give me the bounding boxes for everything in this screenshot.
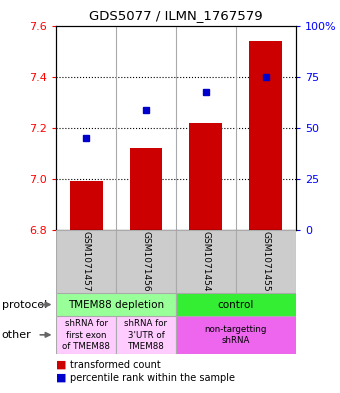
Bar xyxy=(116,316,176,354)
Bar xyxy=(56,293,176,316)
Text: protocol: protocol xyxy=(2,299,47,310)
Bar xyxy=(56,230,116,293)
Text: shRNA for
3'UTR of
TMEM88: shRNA for 3'UTR of TMEM88 xyxy=(124,320,168,351)
Title: GDS5077 / ILMN_1767579: GDS5077 / ILMN_1767579 xyxy=(89,9,263,22)
Text: other: other xyxy=(2,330,31,340)
Bar xyxy=(116,230,176,293)
Text: GSM1071454: GSM1071454 xyxy=(201,231,210,292)
Bar xyxy=(130,148,163,230)
Text: transformed count: transformed count xyxy=(70,360,160,370)
Bar xyxy=(56,316,116,354)
Bar xyxy=(70,181,103,230)
Bar xyxy=(189,123,222,230)
Bar xyxy=(236,230,296,293)
Bar xyxy=(176,230,236,293)
Bar xyxy=(176,293,296,316)
Text: non-targetting
shRNA: non-targetting shRNA xyxy=(205,325,267,345)
Bar xyxy=(249,41,282,230)
Text: ■: ■ xyxy=(56,373,67,383)
Text: shRNA for
first exon
of TMEM88: shRNA for first exon of TMEM88 xyxy=(62,320,110,351)
Text: GSM1071455: GSM1071455 xyxy=(261,231,270,292)
Text: control: control xyxy=(218,299,254,310)
Text: GSM1071456: GSM1071456 xyxy=(141,231,151,292)
Text: TMEM88 depletion: TMEM88 depletion xyxy=(68,299,164,310)
Bar xyxy=(176,316,296,354)
Text: percentile rank within the sample: percentile rank within the sample xyxy=(70,373,235,383)
Text: ■: ■ xyxy=(56,360,67,370)
Text: GSM1071457: GSM1071457 xyxy=(82,231,90,292)
